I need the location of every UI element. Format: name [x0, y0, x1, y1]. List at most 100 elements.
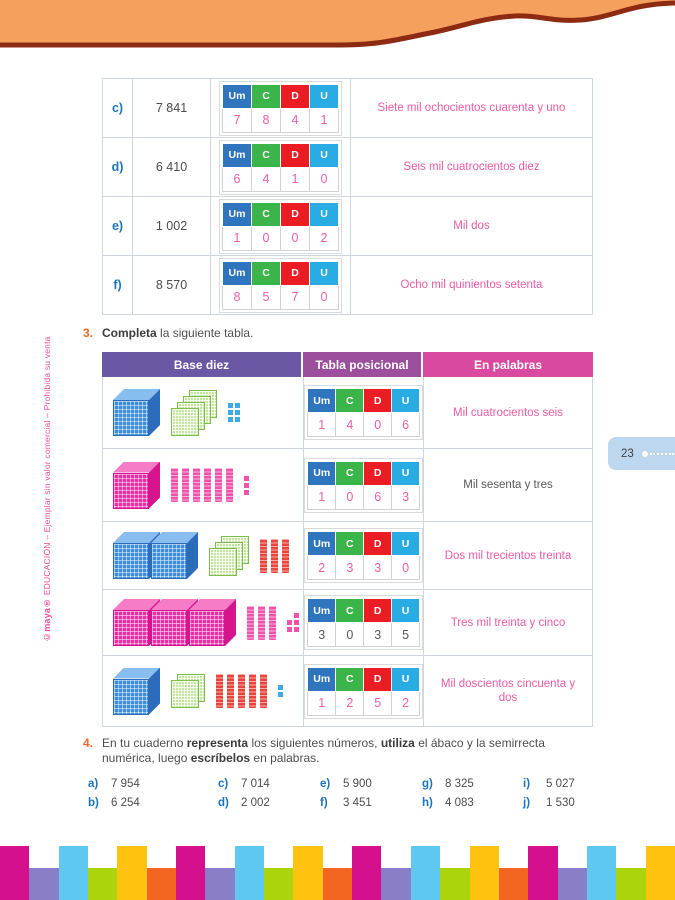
section4-item: a) 7 954	[88, 778, 218, 790]
cube-front-face	[113, 543, 149, 579]
place-header-cell-um: Um	[222, 201, 252, 227]
section-4-items: a) 7 954 c) 7 014 e) 5 900 g) 8 325 i) 5 027 b) 6 2…	[88, 778, 593, 809]
place-digit-cell: 4	[280, 107, 310, 133]
wave-maroon-line	[0, 0, 675, 48]
base-ten-ten-rod	[258, 605, 265, 640]
row-place-table-cell: Um C D U 2 3 3 0	[304, 522, 424, 589]
place-value-table-grid: Um C D U 2 3 3 0	[306, 531, 420, 580]
section4-item: e) 5 900	[320, 778, 422, 790]
base-ten-ten-rod	[249, 674, 256, 708]
cube-top-face	[113, 461, 160, 473]
place-header-cell-d: D	[363, 598, 393, 623]
base-ten-unit	[228, 417, 233, 422]
row-words: Siete mil ochocientos cuarenta y uno	[377, 102, 566, 114]
base-ten-unit	[244, 475, 249, 481]
bottom-bar-green	[440, 868, 470, 900]
publisher-logo: ©maya	[42, 607, 52, 642]
row-place-table-cell: Um C D U 3 0 3 5	[304, 590, 424, 655]
place-digit-cell: 0	[309, 166, 339, 192]
base-ten-blocks-cell	[103, 522, 304, 589]
base-ten-hundred-flat	[171, 407, 199, 436]
place-digit-cell: 7	[280, 284, 310, 310]
place-digit-cell: 2	[335, 690, 365, 716]
page-number: 23	[621, 447, 634, 460]
place-digit-cell: 3	[335, 555, 365, 580]
place-digit-cell: 3	[363, 622, 393, 647]
item-letter: b)	[88, 797, 99, 809]
place-value-header-row: Um C D U	[306, 666, 420, 692]
section-4-plain-text: el ábaco y la semirrecta numérica, luego	[102, 736, 545, 765]
row-words: Mil sesenta y tres	[463, 479, 553, 491]
cube-front-face	[151, 610, 187, 646]
place-header-cell-u: U	[391, 598, 420, 623]
item-letter: a)	[88, 778, 99, 790]
place-value-header-row: Um C D U	[222, 83, 339, 109]
item-letter: c)	[218, 778, 229, 790]
place-header-cell-um: Um	[306, 460, 337, 486]
place-header-cell-c: C	[335, 460, 365, 486]
item-value: 7 014	[241, 778, 270, 790]
table-header-tabla-posicional: Tabla posicional	[303, 352, 421, 377]
item-letter: j)	[523, 797, 531, 809]
section4-item: g) 8 325	[422, 778, 523, 790]
place-digit-cell: 2	[306, 555, 337, 580]
section-4-plain-text: los siguientes números,	[248, 736, 381, 750]
place-value-table: Um C D U 2 3 3 0	[304, 528, 423, 583]
base-ten-ten-rod	[182, 468, 189, 502]
base-ten-unit-grid	[228, 403, 240, 422]
cube-front-face	[113, 678, 149, 715]
bottom-bar-purple	[29, 868, 59, 900]
place-digit-cell: 0	[335, 622, 365, 647]
place-value-table-grid: Um C D U 7 8 4 1	[222, 83, 339, 133]
cube-front-face	[113, 400, 149, 436]
page-tab-dotted-leader	[649, 452, 674, 455]
row-words: Tres mil treinta y cinco	[450, 616, 566, 629]
completa-row: Um C D U 1 2 5 2 Mil doscientos cincuenta y dos	[103, 655, 592, 726]
copyright-text: EDUCACIÓN – Ejemplar sin valor comercial…	[42, 336, 52, 598]
place-header-cell-um: Um	[306, 388, 337, 413]
base-ten-unit-grid	[287, 613, 299, 632]
cube-front-face	[113, 472, 149, 509]
place-header-cell-d: D	[280, 201, 310, 227]
place-header-cell-d: D	[280, 142, 310, 168]
bottom-bar-yellow	[645, 846, 675, 900]
row-number: 8 570	[133, 256, 211, 314]
item-letter: h)	[422, 797, 433, 809]
bottom-bar-purple	[381, 868, 411, 900]
base-ten-hundred-flat	[209, 547, 237, 576]
place-value-table: Um C D U 7 8 4 1	[219, 80, 342, 136]
base-ten-ten-rod	[226, 468, 233, 502]
base-ten-unit	[294, 613, 299, 618]
place-header-cell-d: D	[363, 666, 393, 692]
row-words: Ocho mil quinientos setenta	[400, 279, 543, 291]
cube-group	[113, 599, 236, 646]
place-header-cell-u: U	[309, 260, 339, 286]
base-ten-blocks-cell	[103, 377, 304, 448]
item-value: 4 083	[445, 797, 474, 809]
place-header-cell-c: C	[335, 598, 365, 623]
item-value: 3 451	[343, 797, 372, 809]
bottom-bar-orange	[498, 868, 529, 900]
base-ten-ten-rod	[227, 674, 234, 708]
bottom-bar-lightblue	[58, 846, 89, 900]
place-header-cell-c: C	[335, 531, 365, 556]
row-place-table-cell: Um C D U 1 2 5 2	[304, 656, 424, 726]
row-letter: c)	[103, 79, 133, 137]
bottom-bar-lightblue	[586, 846, 617, 900]
cube-top-face	[113, 532, 160, 543]
place-digit-cell: 0	[280, 225, 310, 251]
base-ten-flat-stack	[171, 389, 217, 436]
section-4-text: En tu cuaderno representa los siguientes…	[102, 736, 545, 765]
place-header-cell-u: U	[391, 460, 420, 486]
row-letter: e)	[103, 197, 133, 255]
page-tab-dot-icon	[641, 450, 648, 457]
base-ten-unit-empty	[287, 613, 292, 618]
row-place-table-cell: Um C D U 6 4 1 0	[211, 138, 351, 196]
place-digit-cell: 1	[309, 107, 339, 133]
place-header-cell-u: U	[391, 388, 420, 413]
row-letter: f)	[103, 256, 133, 314]
top-wave-decoration	[0, 0, 675, 48]
